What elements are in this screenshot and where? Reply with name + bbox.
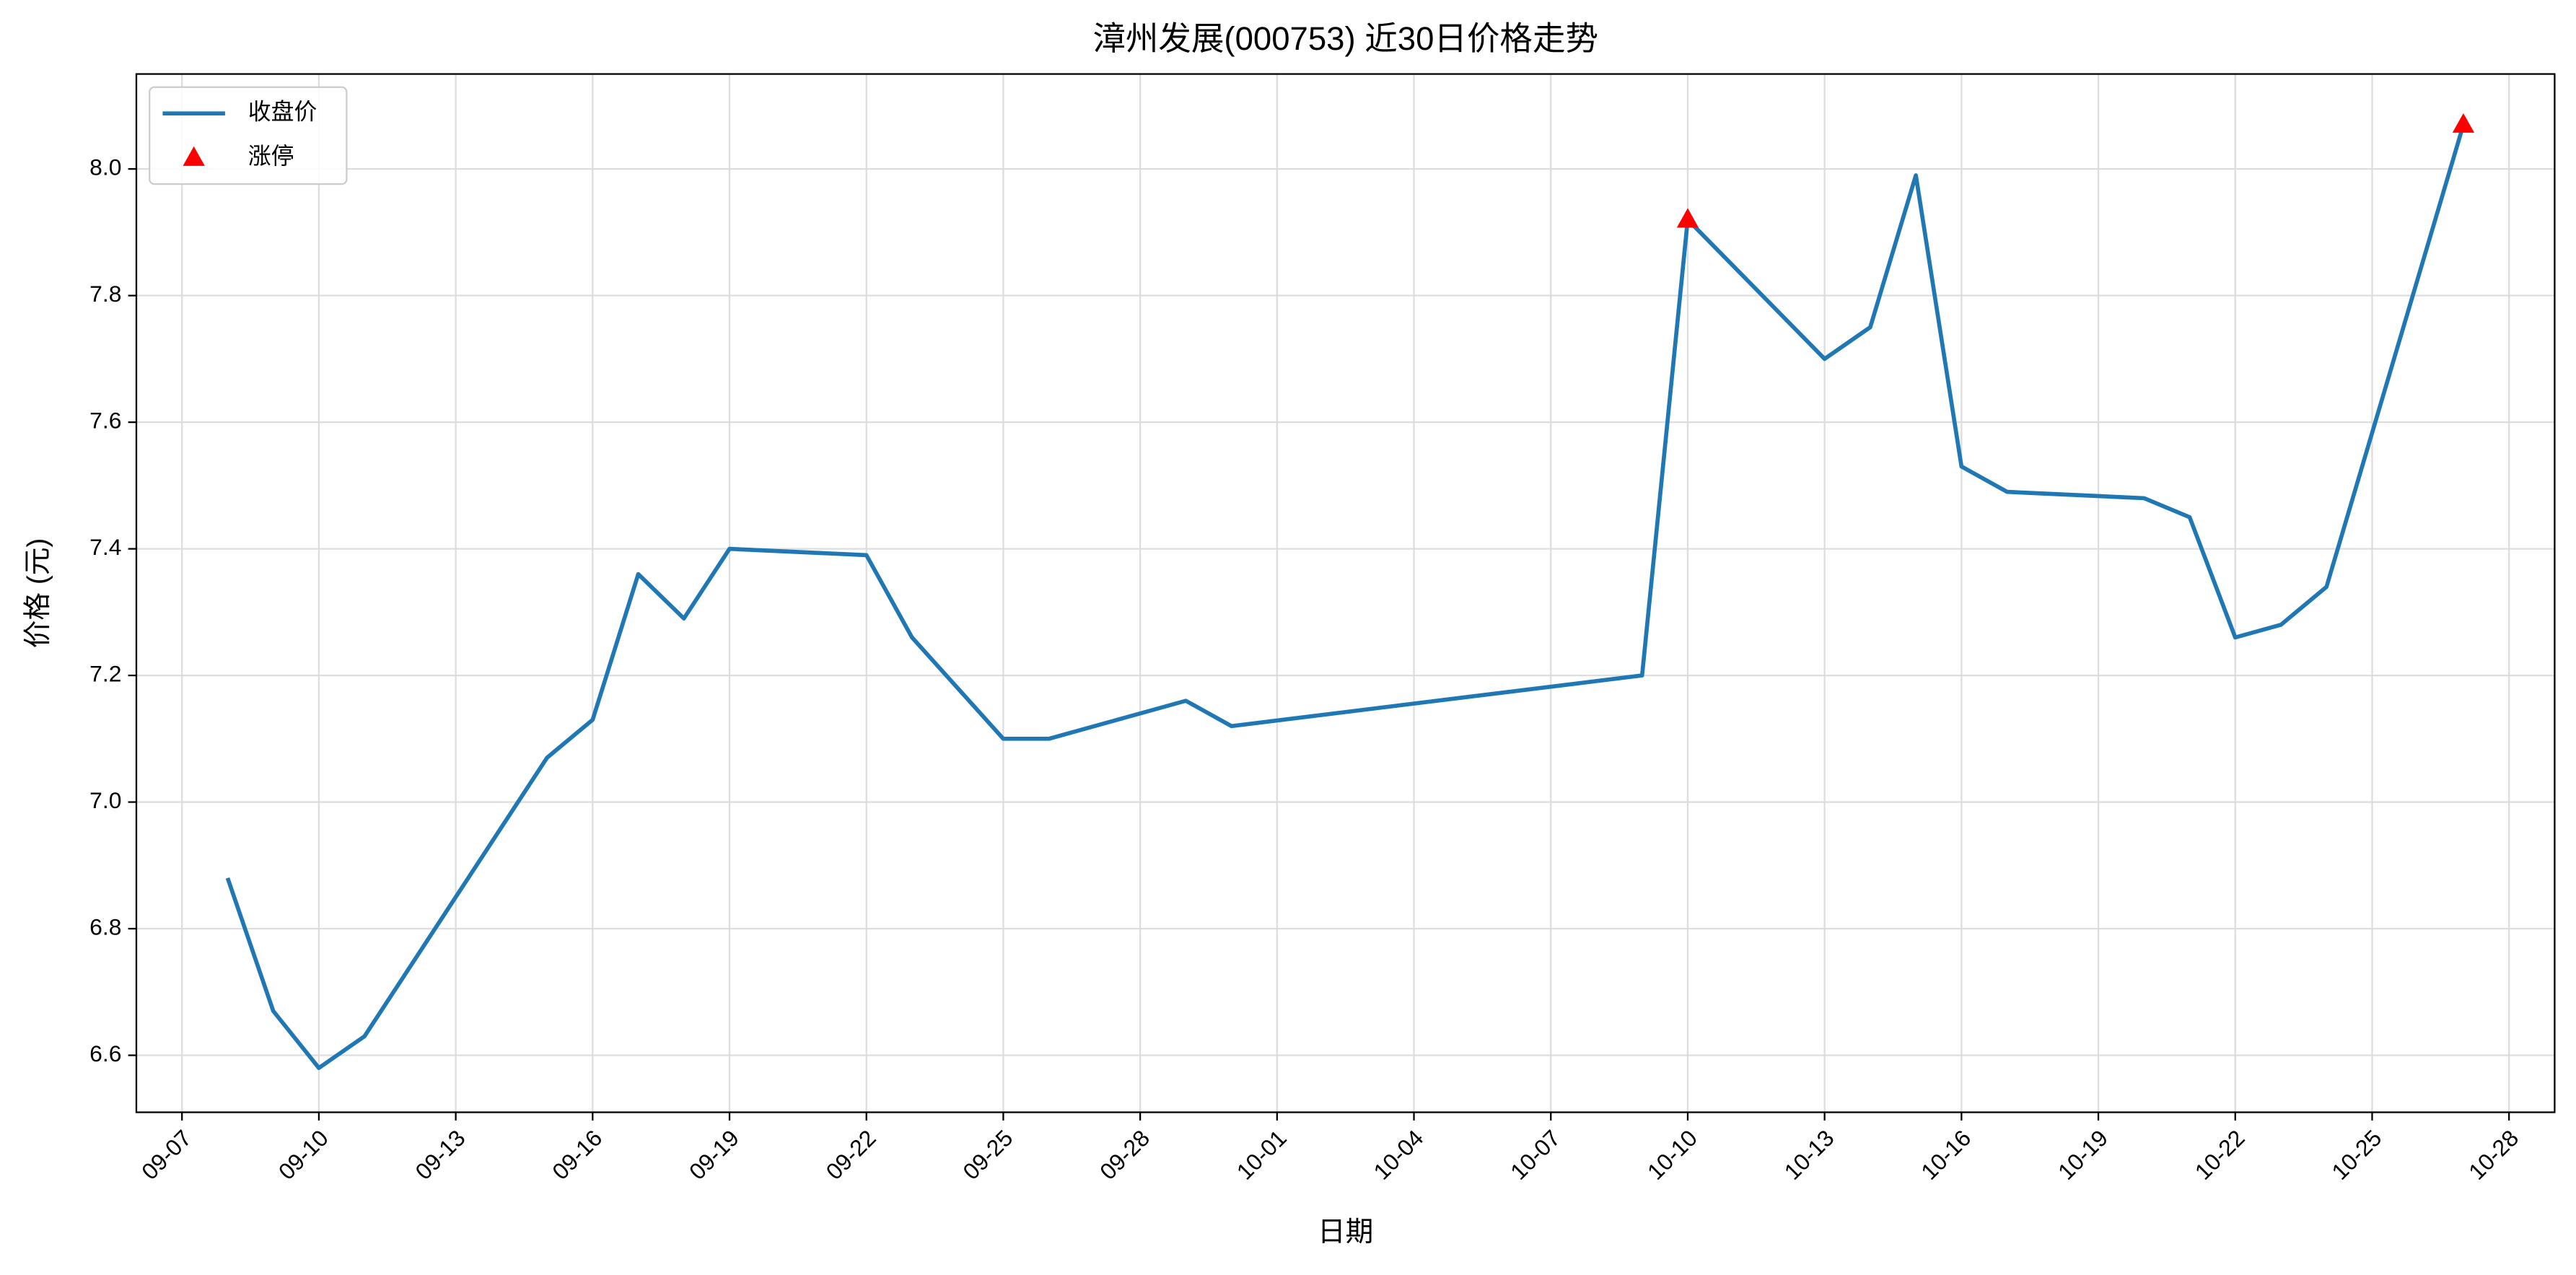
y-tick-label: 7.6	[89, 408, 121, 434]
y-axis-label: 价格 (元)	[22, 538, 53, 649]
limit-up-marker	[2452, 113, 2475, 133]
legend-label: 收盘价	[248, 99, 317, 125]
chart-title: 漳州发展(000753) 近30日价格走势	[1092, 20, 1598, 57]
x-axis-label: 日期	[1318, 1217, 1373, 1248]
y-tick-label: 6.8	[89, 913, 121, 939]
legend-swatch	[183, 146, 205, 166]
legend-label: 涨停	[248, 143, 294, 169]
y-tick-label: 7.8	[89, 281, 121, 307]
y-tick-label: 8.0	[89, 154, 121, 180]
limit-up-marker	[1676, 208, 1699, 228]
y-tick-label: 6.6	[89, 1040, 121, 1066]
price-line	[225, 123, 2466, 1070]
y-tick-label: 7.0	[89, 787, 121, 813]
y-tick-label: 7.2	[89, 661, 121, 687]
y-tick-label: 7.4	[89, 534, 121, 560]
plot-frame	[135, 73, 2556, 1113]
